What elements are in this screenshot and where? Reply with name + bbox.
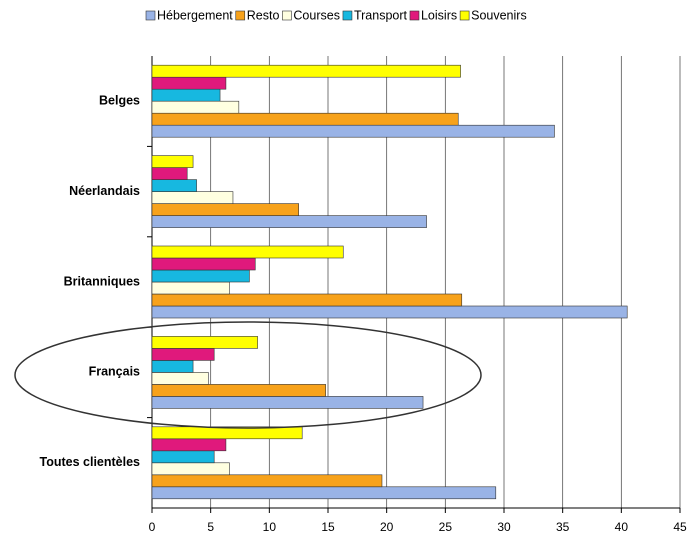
bar bbox=[151, 155, 194, 168]
legend-swatch bbox=[235, 10, 246, 21]
bar bbox=[151, 64, 461, 78]
x-tick-label: 10 bbox=[263, 520, 277, 534]
legend-label: Hébergement bbox=[157, 8, 233, 22]
bar bbox=[151, 88, 221, 102]
bar bbox=[151, 360, 194, 373]
bar bbox=[151, 179, 197, 192]
bar bbox=[151, 191, 234, 204]
x-tick-label: 40 bbox=[615, 520, 629, 534]
bar bbox=[151, 384, 326, 397]
legend-label: Transport bbox=[354, 8, 408, 22]
category-label: Belges bbox=[99, 93, 140, 107]
category-label: Français bbox=[89, 365, 140, 379]
bar bbox=[151, 474, 383, 488]
bar bbox=[151, 257, 256, 271]
bar bbox=[151, 124, 555, 138]
bar bbox=[151, 269, 250, 283]
bar bbox=[151, 281, 230, 295]
bar bbox=[151, 76, 227, 90]
bar bbox=[151, 100, 240, 114]
legend-label: Courses bbox=[293, 8, 340, 22]
bar bbox=[151, 305, 628, 319]
bar bbox=[151, 396, 424, 409]
bar bbox=[151, 348, 215, 361]
bar bbox=[151, 112, 459, 126]
bar bbox=[151, 450, 215, 464]
legend-swatch bbox=[342, 10, 353, 21]
highlight-ellipse bbox=[14, 321, 482, 429]
legend-swatch bbox=[282, 10, 292, 21]
x-tick-label: 30 bbox=[497, 520, 511, 534]
legend-label: Loisirs bbox=[421, 8, 457, 22]
bar bbox=[151, 167, 188, 180]
bar bbox=[151, 372, 209, 385]
category-label: Britanniques bbox=[64, 274, 140, 288]
bar bbox=[151, 426, 303, 440]
category-label: Néerlandais bbox=[69, 184, 140, 198]
legend-swatch bbox=[409, 10, 420, 21]
bar bbox=[151, 438, 227, 452]
legend-swatch bbox=[145, 10, 156, 21]
category-label: Toutes clientèles bbox=[40, 455, 141, 469]
legend: Hébergement Resto Courses Transport Loisirs S… bbox=[145, 8, 527, 22]
x-tick-label: 25 bbox=[439, 520, 453, 534]
bar bbox=[151, 486, 497, 500]
bar bbox=[151, 245, 344, 259]
legend-label: Souvenirs bbox=[471, 8, 527, 22]
bar bbox=[151, 293, 463, 307]
x-tick-label: 15 bbox=[321, 520, 335, 534]
bar bbox=[151, 203, 299, 216]
x-tick-label: 45 bbox=[673, 520, 687, 534]
x-tick-label: 35 bbox=[556, 520, 570, 534]
legend-label: Resto bbox=[247, 8, 280, 22]
x-tick-label: 20 bbox=[380, 520, 394, 534]
x-tick-label: 0 bbox=[149, 520, 156, 534]
bar bbox=[151, 336, 258, 349]
bar bbox=[151, 462, 230, 476]
legend-swatch bbox=[459, 10, 470, 21]
bar bbox=[151, 215, 427, 228]
x-tick-label: 5 bbox=[207, 520, 214, 534]
